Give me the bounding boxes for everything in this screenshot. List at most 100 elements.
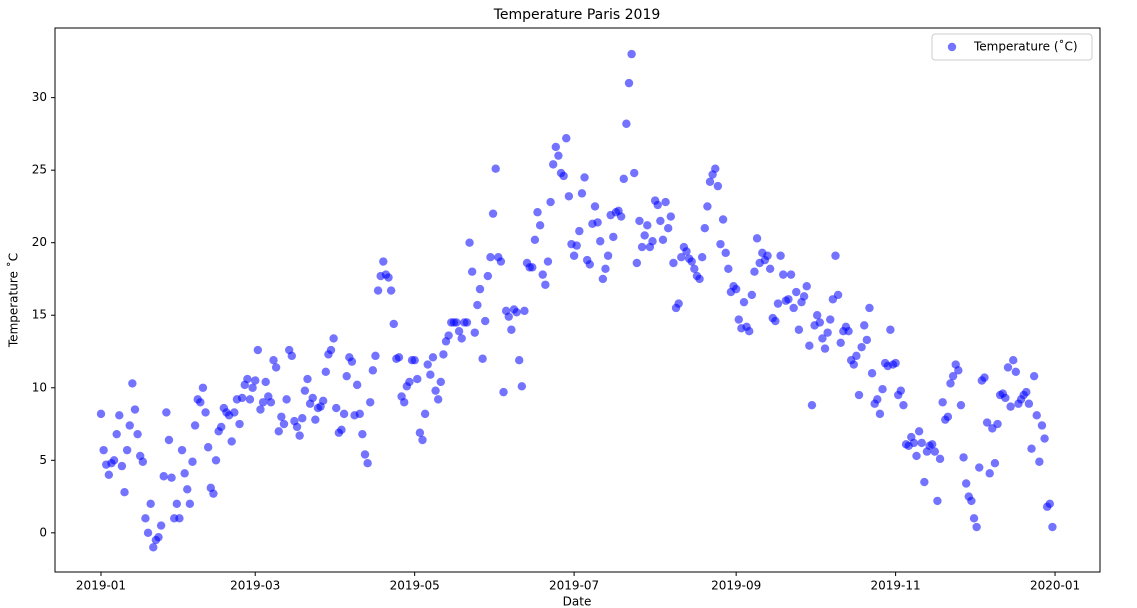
scatter-point bbox=[467, 267, 477, 276]
scatter-point bbox=[1024, 399, 1034, 408]
scatter-point bbox=[577, 189, 587, 198]
scatter-point bbox=[982, 418, 992, 427]
scatter-point bbox=[805, 341, 814, 350]
scatter-point bbox=[640, 231, 649, 240]
scatter-point bbox=[914, 427, 924, 436]
scatter-point bbox=[279, 419, 289, 429]
scatter-point bbox=[439, 350, 448, 359]
scatter-point bbox=[585, 260, 594, 269]
scatter-point bbox=[538, 270, 547, 279]
scatter-point bbox=[637, 242, 647, 252]
scatter-point bbox=[648, 237, 657, 246]
scatter-point bbox=[716, 239, 725, 249]
scatter-point bbox=[789, 303, 798, 313]
scatter-point bbox=[559, 171, 568, 181]
scatter-point bbox=[321, 367, 330, 377]
scatter-point bbox=[972, 522, 981, 532]
scatter-point bbox=[177, 445, 187, 455]
scatter-point bbox=[520, 306, 529, 316]
scatter-point bbox=[185, 499, 195, 509]
scatter-point bbox=[256, 405, 265, 414]
x-tick-label: 2019-09 bbox=[711, 579, 761, 593]
scatter-point bbox=[718, 215, 728, 224]
scatter-point bbox=[366, 398, 375, 407]
scatter-point bbox=[543, 257, 553, 266]
scatter-point bbox=[436, 377, 445, 387]
scatter-point bbox=[326, 345, 336, 355]
scatter-point bbox=[347, 357, 357, 366]
chart-title: Temperature Paris 2019 bbox=[493, 7, 661, 23]
scatter-point bbox=[99, 445, 108, 455]
scatter-point bbox=[598, 274, 608, 284]
scatter-point bbox=[217, 422, 226, 432]
scatter-point bbox=[300, 386, 310, 395]
scatter-point bbox=[190, 421, 200, 430]
x-tick-label: 2019-07 bbox=[549, 579, 599, 593]
scatter-point bbox=[975, 463, 984, 472]
scatter-point bbox=[619, 174, 628, 184]
scatter-point bbox=[342, 371, 351, 381]
scatter-point bbox=[857, 342, 866, 352]
scatter-point bbox=[930, 447, 940, 456]
legend-box bbox=[931, 33, 1093, 61]
scatter-point bbox=[488, 209, 498, 218]
scatter-point bbox=[339, 409, 349, 419]
scatter-point bbox=[705, 177, 715, 186]
scatter-point bbox=[248, 383, 257, 392]
scatter-point bbox=[687, 257, 696, 266]
scatter-point bbox=[125, 421, 134, 430]
scatter-point bbox=[389, 319, 398, 329]
scatter-point bbox=[201, 408, 210, 417]
scatter-point bbox=[677, 253, 686, 262]
scatter-point bbox=[700, 223, 709, 233]
scatter-point bbox=[298, 414, 307, 423]
scatter-point bbox=[779, 270, 788, 279]
scatter-point bbox=[734, 315, 743, 324]
scatter-point bbox=[162, 408, 171, 417]
scatter-point bbox=[473, 300, 482, 310]
scatter-point bbox=[292, 422, 302, 432]
x-tick-label: 2019-01 bbox=[76, 579, 126, 593]
scatter-point bbox=[669, 258, 678, 268]
scatter-point bbox=[318, 396, 328, 406]
scatter-point bbox=[690, 264, 699, 274]
scatter-point bbox=[852, 351, 861, 361]
scatter-point bbox=[752, 234, 762, 243]
scatter-point bbox=[1029, 371, 1039, 381]
scatter-point bbox=[410, 356, 419, 365]
scatter-point bbox=[616, 212, 626, 221]
scatter-point bbox=[695, 274, 704, 284]
scatter-point bbox=[580, 173, 589, 182]
scatter-point bbox=[1011, 367, 1021, 377]
scatter-point bbox=[750, 267, 759, 276]
x-tick-label: 2019-05 bbox=[390, 579, 440, 593]
scatter-point bbox=[867, 369, 877, 378]
scatter-point bbox=[386, 286, 396, 295]
scatter-point bbox=[954, 366, 963, 375]
scatter-point bbox=[961, 479, 971, 488]
scatter-point bbox=[661, 197, 670, 207]
scatter-point bbox=[590, 202, 600, 211]
scatter-point bbox=[802, 282, 811, 291]
scatter-point bbox=[812, 311, 822, 320]
scatter-point bbox=[287, 351, 297, 361]
scatter-point bbox=[854, 390, 864, 400]
scatter-point bbox=[227, 437, 236, 446]
scatter-point bbox=[130, 405, 140, 414]
scatter-point bbox=[245, 395, 255, 404]
scatter-point bbox=[371, 351, 380, 361]
scatter-point bbox=[792, 287, 801, 297]
y-tick-label: 30 bbox=[32, 90, 47, 104]
scatter-point bbox=[765, 264, 775, 274]
scatter-point bbox=[149, 543, 158, 552]
scatter-point bbox=[572, 241, 581, 250]
scatter-point bbox=[109, 456, 119, 465]
scatter-point bbox=[413, 374, 422, 384]
scatter-point bbox=[329, 334, 338, 343]
scatter-point bbox=[831, 251, 840, 260]
scatter-point bbox=[138, 457, 148, 466]
scatter-point bbox=[635, 216, 644, 226]
scatter-point bbox=[355, 409, 364, 419]
scatter-point bbox=[337, 425, 346, 435]
scatter-point bbox=[1035, 457, 1044, 466]
